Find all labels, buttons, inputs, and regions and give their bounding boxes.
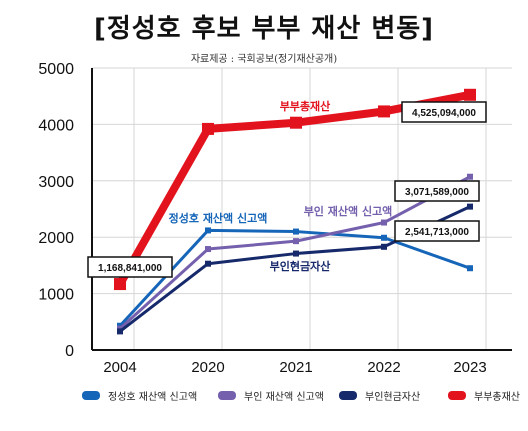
data-point: [381, 243, 387, 250]
data-point: [381, 219, 387, 226]
y-tick-label: 5000: [38, 61, 74, 78]
y-tick-label: 4000: [38, 117, 74, 134]
legend-item: 부인현금자산: [339, 384, 420, 406]
legend-item: 정성호 재산액 신고액: [82, 384, 197, 406]
value-box-label: 3,071,589,000: [405, 187, 469, 198]
data-point: [381, 234, 387, 241]
value-box: [394, 180, 480, 202]
x-tick-label: 2020: [191, 359, 224, 376]
series-label: 정성호 재산액 신고액: [169, 211, 268, 225]
value-box-label: 1,168,841,000: [98, 263, 162, 274]
value-box: [87, 256, 173, 278]
series-label: 부인현금자산: [270, 259, 331, 273]
x-tick-label: 2022: [367, 359, 400, 376]
y-tick-label: 0: [65, 343, 74, 360]
x-tick-label: 2004: [103, 359, 136, 376]
legend-swatch: [218, 390, 236, 400]
legend-label: 부인현금자산: [365, 391, 421, 403]
y-tick-label: 3000: [38, 174, 74, 191]
y-tick-label: 1000: [38, 287, 74, 304]
series-label: 부부총재산: [280, 99, 331, 113]
legend: 정성호 재산액 신고액 부인 재산액 신고액 부인현금자산 부부총재산: [0, 384, 528, 406]
data-point: [290, 116, 302, 129]
data-point: [467, 203, 473, 210]
data-point: [205, 260, 211, 267]
data-point: [378, 105, 390, 118]
data-point: [467, 265, 473, 272]
source-note: 자료제공 : 국회공보(정기재산공개): [190, 54, 338, 65]
data-point: [467, 173, 473, 180]
data-point: [293, 238, 299, 245]
x-tick-label: 2021: [279, 359, 312, 376]
legend-swatch: [339, 390, 357, 400]
value-box: [394, 220, 480, 242]
legend-label: 정성호 재산액 신고액: [108, 391, 198, 403]
legend-label: 부인 재산액 신고액: [244, 391, 324, 403]
chart-title: [정성호 후보 부부 재산 변동]: [93, 14, 435, 44]
data-point: [117, 328, 123, 335]
data-point: [293, 250, 299, 257]
y-tick-label: 2000: [38, 230, 74, 247]
legend-item: 부인 재산액 신고액: [218, 384, 324, 406]
series-label: 부인 재산액 신고액: [304, 204, 393, 218]
series-line: [118, 228, 471, 327]
data-point: [205, 227, 211, 234]
value-box: [401, 101, 487, 123]
data-point: [205, 246, 211, 253]
data-point: [464, 88, 476, 101]
data-point: [202, 122, 214, 135]
legend-swatch: [82, 390, 100, 400]
data-point: [114, 278, 126, 291]
legend-label: 부부총재산: [474, 391, 520, 403]
legend-item: 부부총재산: [448, 384, 520, 406]
value-box-label: 2,541,713,000: [405, 227, 469, 238]
x-tick-label: 2023: [453, 359, 486, 376]
data-point: [293, 228, 299, 235]
value-box-label: 4,525,094,000: [412, 108, 476, 119]
legend-swatch: [448, 390, 466, 400]
